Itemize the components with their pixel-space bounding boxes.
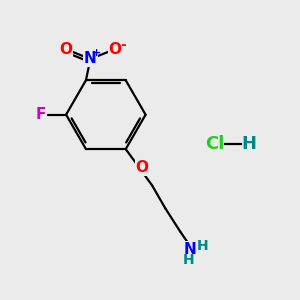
Text: O: O [136, 160, 149, 175]
Text: N: N [184, 242, 196, 257]
Text: H: H [197, 239, 208, 253]
Text: O: O [109, 42, 122, 57]
Text: H: H [183, 253, 195, 267]
Text: F: F [36, 107, 46, 122]
Text: Cl: Cl [205, 135, 224, 153]
Text: H: H [241, 135, 256, 153]
Text: +: + [92, 48, 101, 58]
Text: -: - [120, 38, 126, 52]
Text: O: O [59, 42, 72, 57]
Text: N: N [84, 51, 97, 66]
